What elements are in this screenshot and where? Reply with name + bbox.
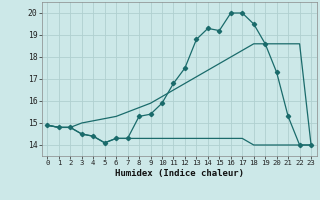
- X-axis label: Humidex (Indice chaleur): Humidex (Indice chaleur): [115, 169, 244, 178]
